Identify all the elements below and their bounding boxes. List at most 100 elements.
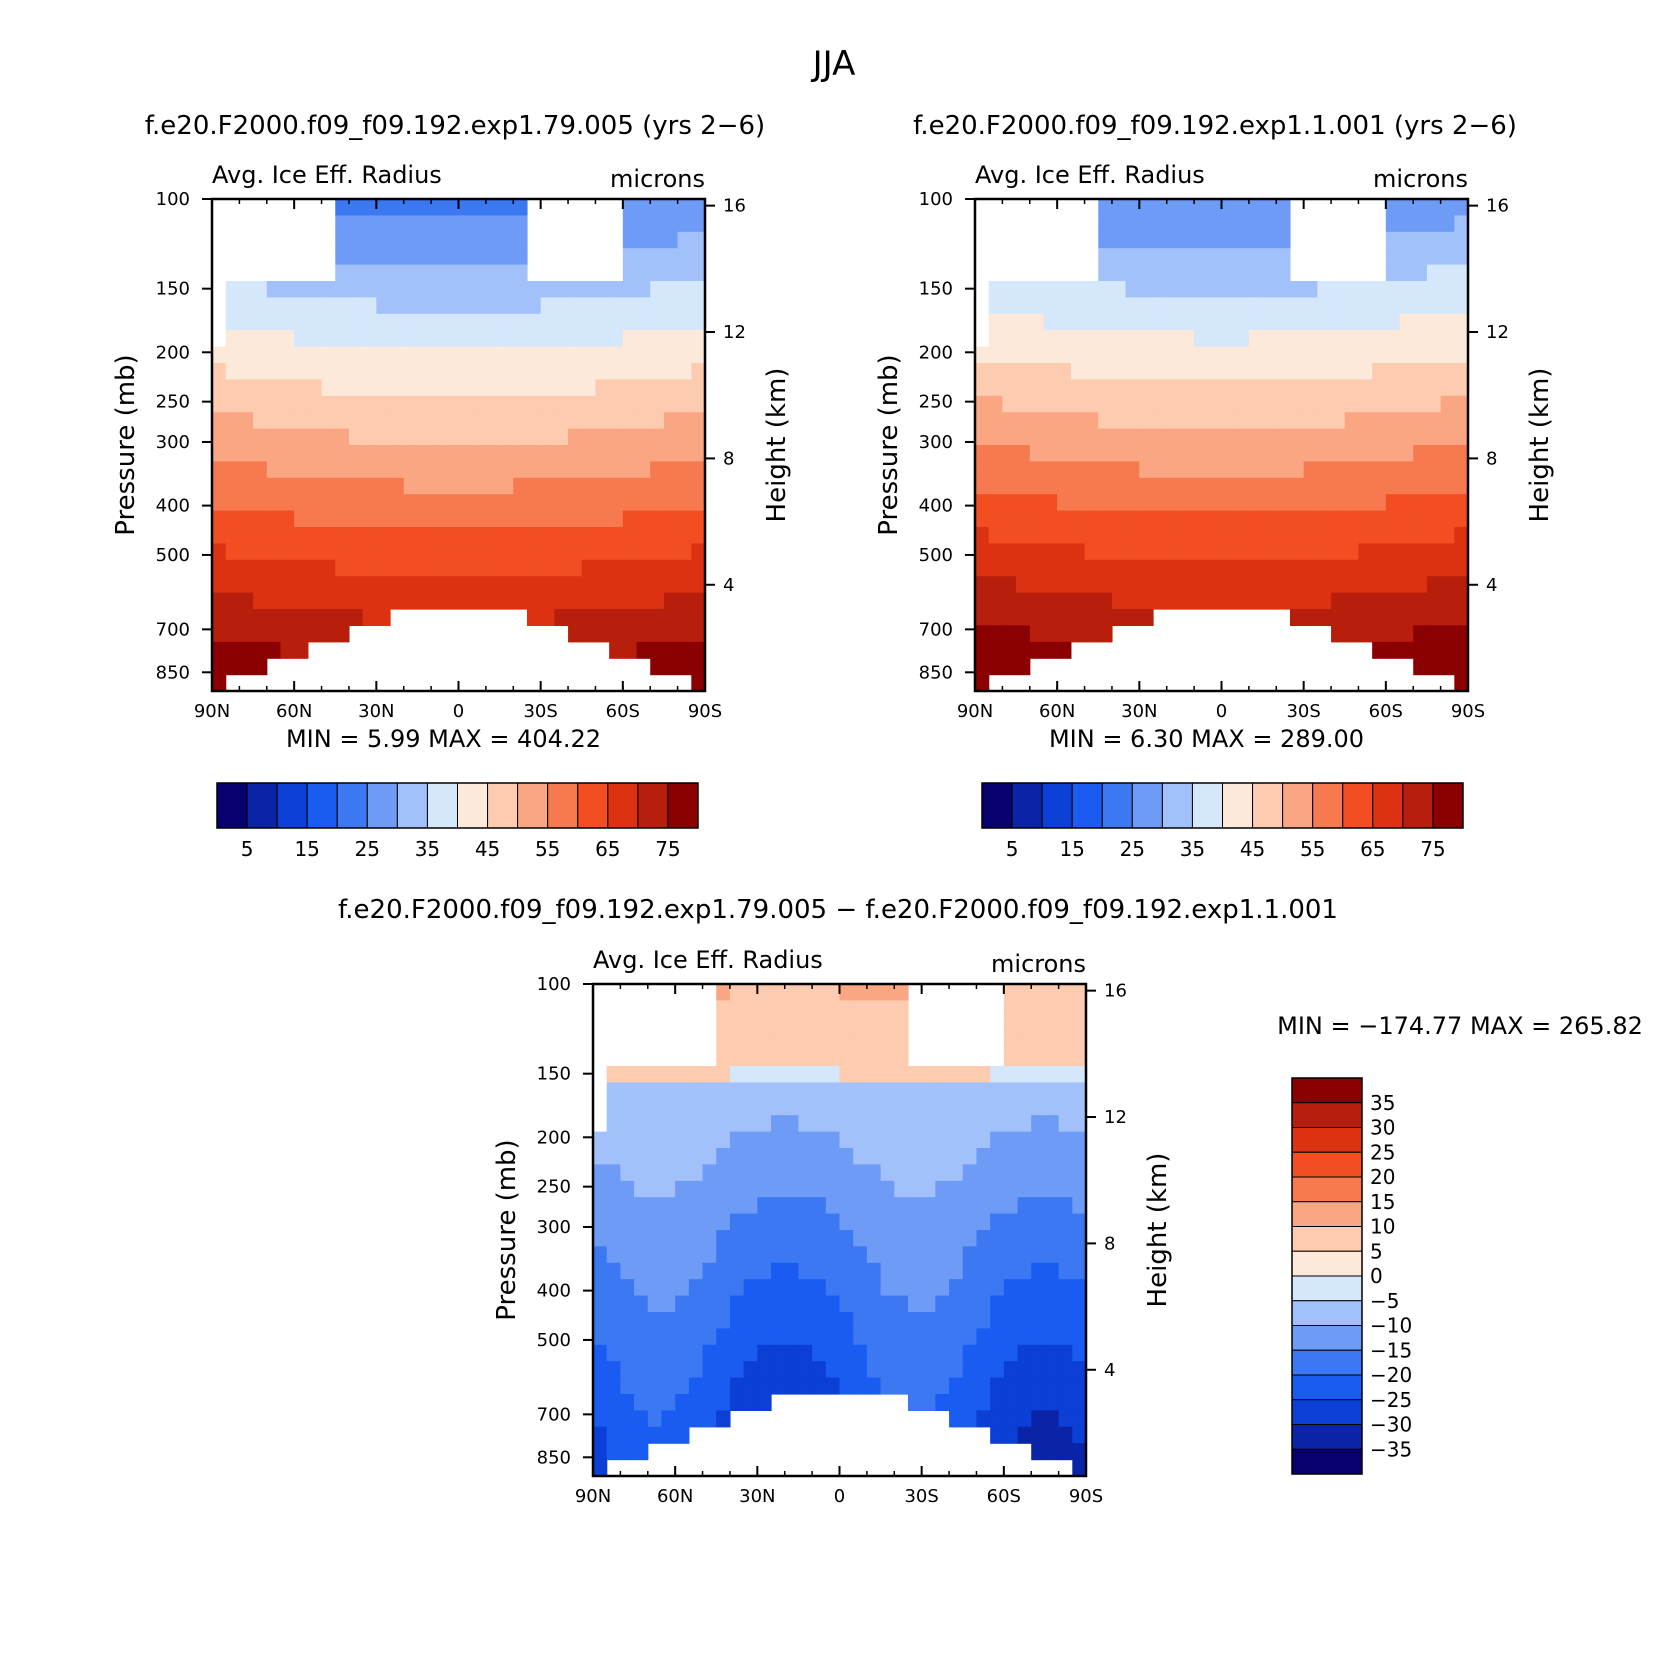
y-right-axis-label: Height (km) [1143, 1153, 1173, 1308]
contour-cell [444, 313, 460, 331]
contour-cell [348, 264, 364, 282]
contour-cell [1003, 1230, 1019, 1247]
contour-cell [1058, 1262, 1073, 1280]
contour-cell [1031, 1082, 1046, 1100]
contour-cell [1262, 510, 1277, 528]
contour-cell [593, 1344, 608, 1362]
contour-cell [866, 1361, 882, 1379]
contour-cell [1111, 527, 1127, 544]
contour-cell [988, 609, 1003, 626]
contour-cell [880, 1361, 895, 1379]
contour-cell [880, 1279, 895, 1297]
contour-cell [1166, 576, 1182, 594]
contour-cell [825, 1213, 841, 1231]
contour-cell [403, 248, 419, 266]
contour-cell [1031, 1394, 1046, 1411]
contour-cell [1029, 281, 1045, 298]
contour-cell [348, 248, 364, 266]
contour-cell [1289, 576, 1305, 594]
contour-cell [743, 1115, 758, 1133]
contour-cell [1248, 428, 1264, 446]
contour-cell [880, 1377, 895, 1395]
contour-cell [688, 1197, 704, 1215]
contour-cell [1003, 1115, 1019, 1133]
contour-cell [1399, 313, 1414, 331]
contour-cell [321, 297, 336, 315]
contour-cell [595, 559, 610, 577]
contour-cell [1413, 215, 1428, 233]
contour-cell [1180, 363, 1195, 380]
contour-cell [1153, 313, 1168, 331]
contour-cell [1031, 1246, 1046, 1264]
contour-cell [1125, 428, 1140, 446]
contour-cell [472, 510, 487, 528]
contour-cell [839, 984, 854, 1001]
contour-cell [526, 330, 542, 348]
contour-cell [212, 576, 227, 594]
contour-cell [636, 641, 651, 659]
contour-cell [253, 379, 268, 397]
contour-cell [212, 461, 227, 479]
contour-cell [1317, 379, 1332, 397]
contour-cell [866, 1049, 882, 1067]
contour-cell [1399, 461, 1414, 479]
contour-cell [348, 543, 364, 561]
contour-cell [1031, 1213, 1046, 1231]
contour-cell [606, 1295, 621, 1313]
contour-cell [663, 592, 679, 610]
contour-cell [757, 1328, 772, 1346]
colorbar-swatch [1291, 1325, 1363, 1351]
contour-cell [1207, 543, 1223, 561]
contour-cell [499, 231, 514, 249]
contour-cell [1016, 281, 1031, 298]
contour-cell [540, 576, 555, 594]
contour-cell [921, 1131, 936, 1149]
contour-cell [1084, 330, 1099, 348]
contour-cell [581, 494, 597, 512]
contour-cell [362, 346, 377, 364]
contour-cell [307, 609, 323, 626]
contour-cell [513, 543, 528, 561]
contour-cell [376, 363, 391, 380]
contour-cell [1017, 1394, 1032, 1411]
contour-cell [975, 494, 990, 512]
contour-cell [362, 215, 377, 233]
contour-cell [675, 1131, 690, 1149]
contour-cell [1399, 576, 1414, 594]
contour-cell [568, 313, 583, 331]
colorbar-swatch [1372, 782, 1404, 829]
contour-cell [798, 1246, 813, 1264]
contour-cell [335, 445, 350, 462]
contour-cell [376, 297, 391, 315]
contour-cell [1235, 527, 1250, 544]
contour-cell [593, 1279, 608, 1297]
contour-cell [1426, 297, 1442, 315]
contour-cell [472, 576, 487, 594]
contour-cell [335, 215, 350, 233]
contour-cell [1358, 510, 1373, 528]
contour-cell [609, 428, 624, 446]
contour-cell [880, 1180, 895, 1198]
contour-cell [1248, 494, 1264, 512]
contour-cell [1426, 231, 1442, 249]
contour-cell [1221, 477, 1236, 495]
contour-cell [225, 609, 240, 626]
contour-cell [1044, 984, 1060, 1001]
contour-cell [661, 1213, 676, 1231]
contour-cell [798, 1033, 813, 1051]
contour-cell [253, 576, 268, 594]
contour-cell [743, 1164, 758, 1182]
contour-cell [554, 445, 569, 462]
contour-cell [663, 461, 679, 479]
contour-cell [1372, 379, 1387, 397]
contour-cell [513, 592, 528, 610]
contour-cell [1399, 592, 1414, 610]
contour-cell [225, 510, 240, 528]
contour-cell [1044, 1148, 1060, 1165]
contour-cell [1194, 477, 1209, 495]
contour-cell [1262, 494, 1277, 512]
contour-cell [1153, 199, 1168, 216]
contour-cell [472, 264, 487, 282]
contour-cell [458, 264, 473, 282]
contour-cell [239, 363, 254, 380]
